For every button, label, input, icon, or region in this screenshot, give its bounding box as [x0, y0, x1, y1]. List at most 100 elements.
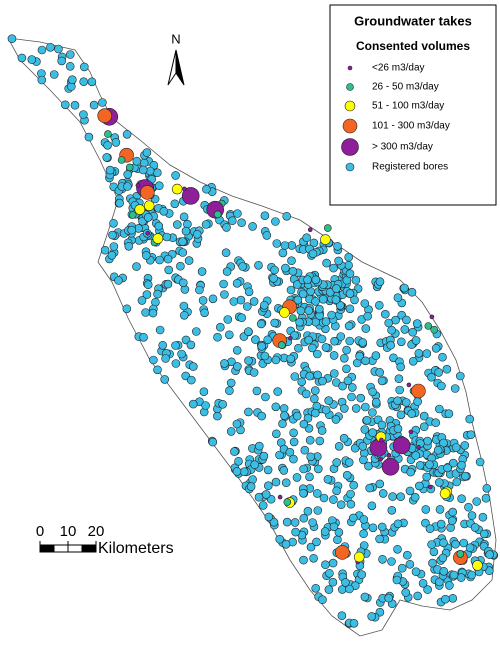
bore [344, 260, 353, 270]
bore [125, 163, 134, 172]
bore [208, 294, 218, 304]
bore [337, 611, 347, 621]
bore [220, 359, 229, 368]
bore [271, 429, 281, 439]
bore [392, 575, 402, 585]
bore [451, 539, 460, 549]
bore [466, 430, 476, 440]
bore [425, 460, 434, 469]
bore [387, 557, 396, 566]
bore [325, 568, 334, 578]
bore [123, 182, 132, 191]
bore [408, 429, 414, 435]
bore [46, 42, 55, 52]
bore [123, 170, 132, 179]
bore [341, 578, 350, 587]
bore [456, 573, 466, 582]
bore [336, 500, 346, 510]
bore [427, 372, 436, 382]
bore [158, 340, 167, 350]
bore [263, 335, 273, 345]
bore [143, 200, 155, 211]
bore [397, 563, 407, 573]
bore [155, 325, 165, 335]
bore [234, 456, 243, 466]
bore [187, 375, 196, 385]
bore [292, 411, 302, 421]
bore [244, 356, 253, 365]
bore [333, 242, 342, 251]
bore [54, 44, 63, 54]
bore [111, 138, 121, 147]
bore [287, 335, 293, 341]
bore [293, 295, 303, 305]
bore [322, 258, 331, 268]
bore [128, 211, 137, 219]
bore [279, 307, 290, 318]
bore [346, 489, 355, 499]
bore [259, 451, 269, 461]
bore [183, 219, 192, 229]
legend-symbol [342, 118, 358, 134]
bore [357, 570, 367, 579]
bore [347, 392, 356, 402]
bore [436, 519, 446, 529]
bore [319, 493, 329, 503]
bore [378, 489, 388, 498]
bore [79, 77, 88, 86]
bore [349, 618, 359, 628]
bore [299, 419, 309, 429]
bore [213, 210, 222, 219]
bore [102, 153, 111, 162]
bore [298, 289, 308, 299]
bore [145, 231, 150, 236]
bore [176, 261, 185, 271]
bore [279, 404, 289, 413]
bore [171, 359, 181, 368]
bore [353, 551, 365, 563]
bore [350, 295, 359, 305]
bore [330, 336, 339, 346]
bore [109, 219, 118, 228]
bore [434, 368, 444, 377]
bore [233, 362, 242, 371]
bore [272, 239, 282, 248]
bore [200, 308, 209, 318]
bore [365, 483, 375, 493]
bore [481, 493, 491, 503]
bore [143, 280, 153, 290]
bore [61, 100, 70, 110]
bore [439, 566, 449, 576]
bore [244, 287, 254, 297]
bore [435, 577, 444, 587]
bore [282, 212, 292, 221]
bore [331, 415, 341, 424]
bore [448, 593, 458, 603]
bore [249, 368, 259, 377]
bore [171, 171, 180, 180]
bore [299, 513, 309, 523]
bore [270, 318, 280, 328]
bore [153, 365, 162, 375]
bore [195, 285, 204, 295]
bore [423, 585, 432, 594]
bore [258, 501, 268, 510]
bore [7, 34, 17, 44]
bore [479, 529, 489, 539]
bore [178, 248, 188, 257]
bore [283, 498, 292, 506]
bore [331, 295, 341, 305]
bore [160, 375, 169, 384]
bore [360, 299, 370, 308]
bore [434, 404, 444, 414]
bore [344, 321, 354, 331]
bore [228, 216, 237, 225]
bore [452, 477, 462, 487]
bore [318, 595, 327, 605]
bore [148, 308, 158, 318]
bore [179, 278, 188, 288]
bore [384, 593, 394, 603]
bore [318, 376, 327, 386]
bore [387, 325, 396, 335]
bore [308, 518, 317, 527]
